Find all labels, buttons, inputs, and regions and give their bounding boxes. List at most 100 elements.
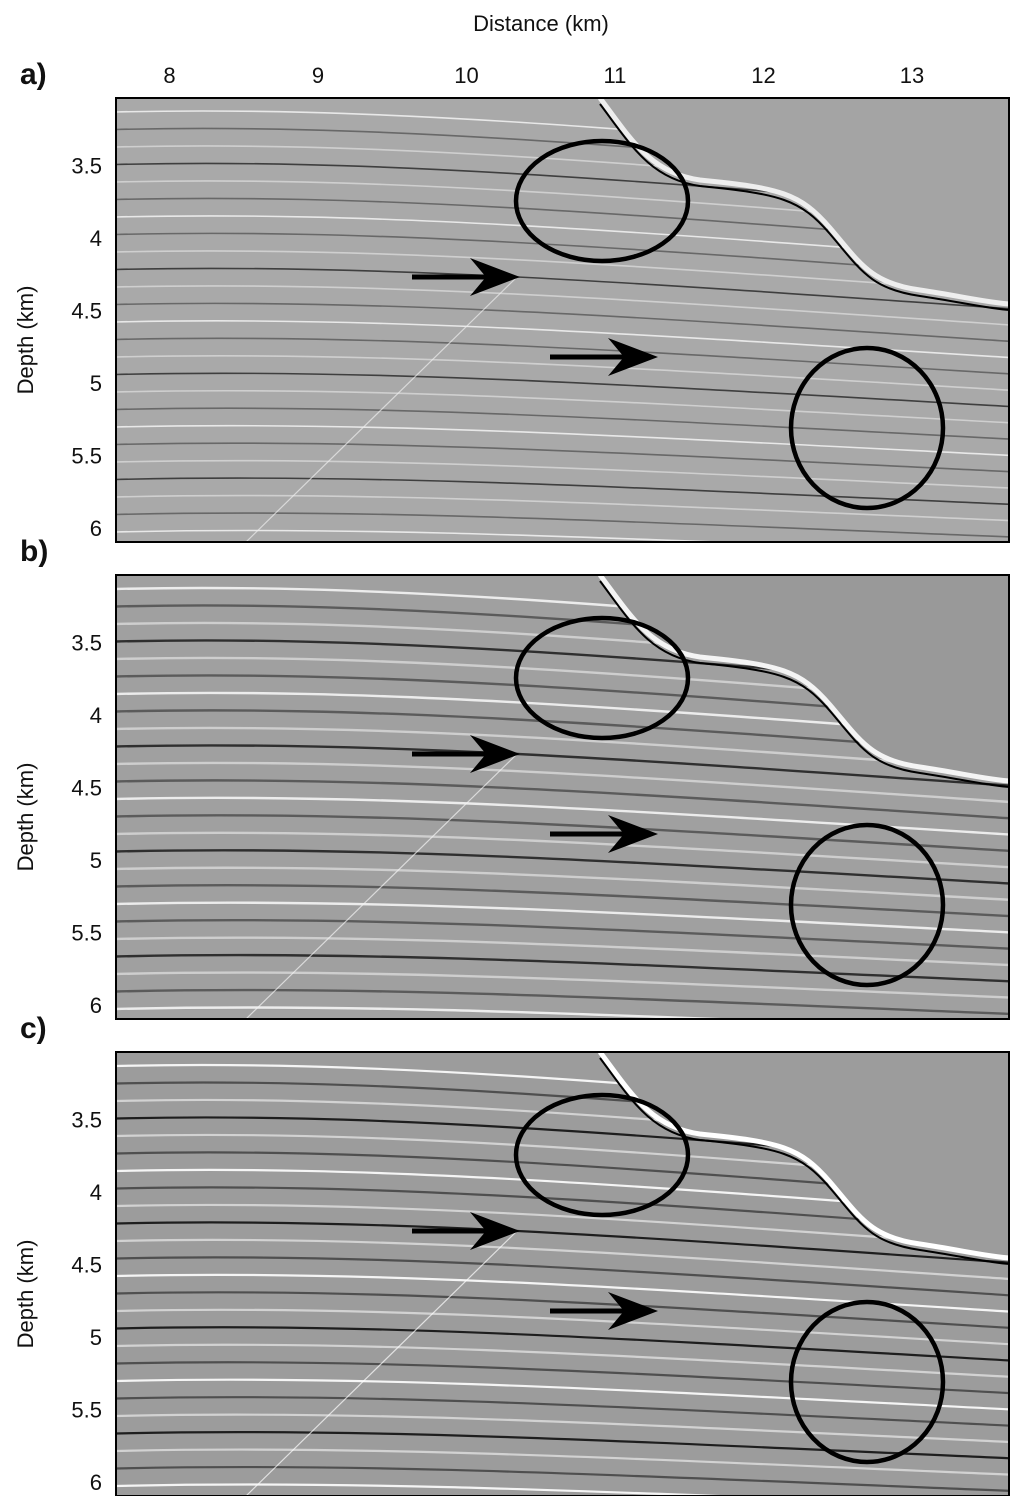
reflector: [116, 1256, 1010, 1297]
reflector: [116, 372, 1010, 408]
reflector: [116, 709, 1010, 755]
circle-annotation: [513, 138, 691, 264]
reflector: [116, 814, 1010, 853]
reflector: [116, 1203, 1010, 1248]
y-tick-label: 4: [90, 226, 102, 251]
reflector: [116, 1378, 1010, 1411]
panel-label: b): [20, 535, 48, 568]
x-tick-label: 9: [312, 63, 324, 88]
reflector: [116, 319, 1010, 359]
reflector: [116, 849, 1010, 885]
salt-boundary-dark: [599, 580, 1010, 788]
reflector: [116, 407, 1010, 440]
reflector: [116, 494, 1010, 522]
panel-label: a): [20, 58, 47, 91]
reflector: [116, 988, 1010, 1016]
x-tick-label: 11: [604, 63, 627, 88]
seismic-image: [116, 575, 1010, 1047]
y-tick-label: 4.5: [71, 776, 102, 801]
reflector: [116, 971, 1010, 999]
reflector: [116, 512, 1010, 538]
reflector: [116, 1465, 1010, 1492]
circle-annotation: [788, 345, 946, 511]
panel-label: c): [20, 1012, 47, 1045]
seismic-image: [116, 98, 1010, 570]
y-tick-label: 5.5: [71, 444, 102, 469]
reflector: [116, 883, 1010, 918]
reflector: [116, 936, 1010, 967]
plot-frame: [115, 574, 1010, 1020]
plot-frame: [115, 97, 1010, 543]
y-tick-label: 5.5: [71, 921, 102, 946]
reflector: [116, 548, 1010, 570]
reflector: [116, 1291, 1010, 1329]
arrow-head: [470, 258, 520, 296]
reflector: [116, 918, 1010, 950]
reflector: [116, 1448, 1010, 1476]
reflector: [116, 831, 1010, 869]
salt-body: [600, 575, 1010, 781]
plot-frame: [115, 1051, 1010, 1496]
fault: [245, 754, 517, 1019]
y-tick-label: 3.5: [71, 1107, 102, 1132]
x-axis-label: Distance (km): [473, 11, 609, 36]
circle-annotation: [788, 822, 946, 988]
reflector: [116, 354, 1010, 391]
arrow-head: [608, 338, 658, 376]
y-tick-label: 5: [90, 1325, 102, 1350]
salt-boundary-dark: [599, 103, 1010, 311]
reflector: [116, 285, 1010, 326]
reflector: [116, 1413, 1010, 1444]
reflector: [116, 761, 1010, 804]
salt-boundary: [597, 575, 1010, 784]
x-tick-label: 8: [163, 63, 175, 88]
reflector: [116, 1308, 1010, 1346]
reflector: [116, 459, 1010, 489]
reflector: [116, 1343, 1010, 1378]
x-tick-label: 10: [454, 63, 478, 88]
reflector: [116, 1396, 1010, 1427]
y-tick-label: 5: [90, 371, 102, 396]
salt-boundary: [597, 1052, 1010, 1261]
y-tick-label: 6: [90, 516, 102, 541]
salt-boundary-dark: [599, 1057, 1010, 1265]
y-tick-label: 4: [90, 1180, 102, 1205]
arrow-head: [608, 815, 658, 853]
y-tick-label: 4: [90, 703, 102, 728]
y-axis-label: Depth (km): [13, 1240, 38, 1349]
reflector: [116, 866, 1010, 901]
reflector: [116, 1238, 1010, 1281]
reflector: [116, 1186, 1010, 1232]
reflector: [116, 901, 1010, 934]
reflector: [116, 1006, 751, 1019]
y-tick-label: 4.5: [71, 299, 102, 324]
y-tick-label: 5: [90, 848, 102, 873]
reflector: [116, 302, 1010, 343]
arrow-head: [470, 1212, 520, 1250]
fault: [245, 1231, 517, 1496]
reflector: [116, 1430, 1010, 1460]
y-tick-label: 4.5: [71, 1253, 102, 1278]
salt-body: [600, 98, 1010, 304]
arrow-head: [470, 735, 520, 773]
reflector: [116, 1025, 1010, 1047]
reflector: [116, 529, 740, 542]
reflector: [116, 442, 1010, 473]
reflector: [116, 389, 1010, 424]
reflector: [116, 1361, 1010, 1395]
x-tick-label: 13: [900, 63, 924, 88]
y-tick-label: 6: [90, 993, 102, 1018]
y-tick-label: 5.5: [71, 1398, 102, 1423]
reflector: [116, 779, 1010, 820]
circle-annotation: [788, 1299, 946, 1465]
reflector: [116, 477, 1010, 506]
reflector: [116, 726, 1010, 771]
reflector: [116, 424, 1010, 457]
reflector: [116, 796, 1010, 836]
x-tick-label: 12: [751, 63, 775, 88]
y-axis-label: Depth (km): [13, 286, 38, 395]
y-axis-label: Depth (km): [13, 763, 38, 872]
arrow-head: [608, 1292, 658, 1330]
reflector: [116, 250, 1010, 294]
